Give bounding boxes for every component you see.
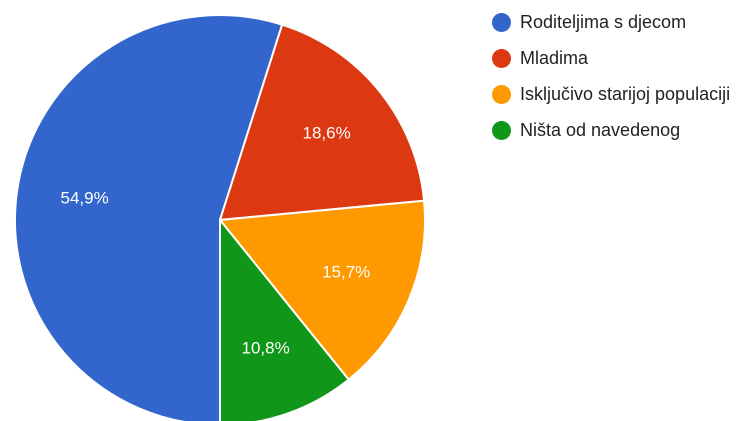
legend-item-roditeljima[interactable]: Roditeljima s djecom (492, 10, 742, 35)
pie-slice-3[interactable] (219, 199, 426, 381)
legend-label-roditeljima: Roditeljima s djecom (520, 12, 687, 32)
legend-label-starijoj-populaciji: Isključivo starijoj populaciji (520, 84, 731, 104)
legend-swatch-nista-od-navedenog (492, 121, 511, 140)
pie-value-label-4: 10,8% (241, 339, 289, 358)
pie-value-label-3: 15,7% (322, 263, 370, 282)
pie-slice-2[interactable] (219, 23, 426, 221)
legend-item-nista-od-navedenog[interactable]: Ništa od navedenog (492, 118, 742, 143)
pie-slice-4[interactable] (219, 219, 350, 421)
pie-value-labels: 54,9% 18,6% 15,7% 10,8% (60, 123, 370, 357)
legend-swatch-starijoj-populaciji (492, 85, 511, 104)
pie-value-label-2: 18,6% (302, 123, 350, 142)
pie-slice-1[interactable] (14, 14, 284, 421)
legend-label-nista-od-navedenog: Ništa od navedenog (520, 120, 681, 140)
pie-value-label-1: 54,9% (60, 188, 108, 207)
legend-swatch-roditeljima (492, 13, 511, 32)
legend-swatch-mladima (492, 49, 511, 68)
legend-item-starijoj-populaciji[interactable]: Isključivo starijoj populaciji (492, 82, 742, 107)
legend: Roditeljima s djecom Mladima Isključivo … (492, 10, 742, 154)
pie-slices (14, 14, 426, 421)
legend-label-mladima: Mladima (520, 48, 589, 68)
legend-item-mladima[interactable]: Mladima (492, 46, 742, 71)
